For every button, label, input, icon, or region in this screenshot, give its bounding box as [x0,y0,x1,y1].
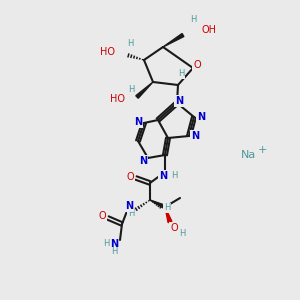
Text: H: H [178,70,184,79]
Text: OH: OH [201,25,216,35]
Polygon shape [150,200,166,208]
Polygon shape [165,207,172,223]
Text: N: N [159,171,167,181]
Text: N: N [197,112,205,122]
Text: H: H [103,239,109,248]
Text: H: H [127,40,133,49]
Text: H: H [164,203,170,212]
Text: H: H [128,85,134,94]
Text: O: O [170,223,178,233]
Text: N: N [110,239,118,249]
Text: N: N [125,201,133,211]
Text: +: + [257,145,267,155]
Text: N: N [191,131,199,141]
Text: H: H [171,172,177,181]
Text: O: O [126,172,134,182]
Text: H: H [190,14,196,23]
Text: HO: HO [100,47,115,57]
Polygon shape [136,82,153,98]
Text: N: N [134,117,142,127]
Text: H: H [111,248,117,256]
Text: H: H [128,209,134,218]
Text: Na: Na [240,150,256,160]
Text: N: N [139,156,147,166]
Polygon shape [163,34,184,47]
Text: O: O [193,60,201,70]
Text: O: O [98,211,106,221]
Text: H: H [179,230,185,238]
Text: HO: HO [110,94,125,104]
Text: N: N [175,96,183,106]
